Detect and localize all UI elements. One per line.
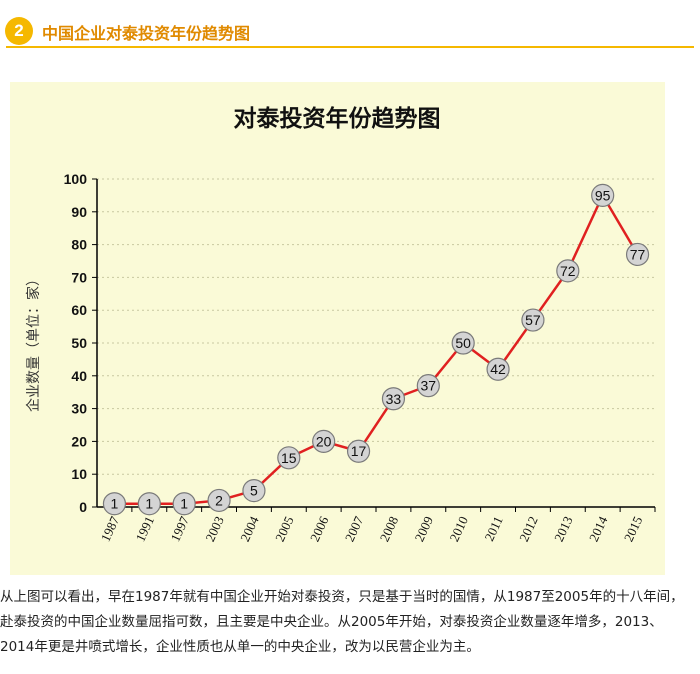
x-tick-label: 2014 [586, 513, 611, 543]
y-tick-label: 60 [71, 302, 87, 318]
data-point-marker [591, 183, 615, 207]
caption-paragraph: 从上图可以看出，早在1987年就有中国企业开始对泰投资，只是基于当时的国情，从1… [0, 589, 684, 655]
data-point-marker [207, 488, 231, 513]
data-point-marker [451, 331, 475, 355]
y-tick-labels: 0 10 20 30 40 50 60 70 80 90 100 [64, 171, 88, 515]
y-tick-label: 0 [79, 499, 87, 515]
y-axis-label: 企业数量（单位：家） [25, 272, 42, 412]
x-tick-label: 2011 [481, 514, 505, 543]
y-tick-label: 40 [71, 368, 87, 384]
data-point-marker [102, 492, 127, 516]
x-tick-label: 2003 [202, 514, 227, 544]
y-tick-label: 80 [71, 237, 87, 253]
y-tick-label: 20 [71, 433, 87, 449]
data-label: 1 [145, 496, 153, 512]
y-tick-label: 100 [64, 171, 88, 187]
x-tick-label: 1987 [98, 513, 123, 543]
x-tick-label: 2006 [307, 513, 332, 543]
data-point-marker [277, 446, 301, 470]
data-point-marker [521, 308, 545, 332]
data-point-marker [346, 439, 371, 463]
data-point-marker [172, 492, 196, 516]
y-tick-label: 10 [71, 466, 87, 482]
data-point-marker [242, 479, 266, 503]
section-header: 2 中国企业对泰投资年份趋势图 [0, 0, 700, 52]
data-point-marker [416, 374, 440, 398]
data-label: 57 [525, 312, 541, 328]
y-tick-label: 90 [71, 204, 87, 220]
axes [92, 178, 656, 512]
chart-title: 对泰投资年份趋势图 [234, 105, 441, 132]
data-label: 37 [421, 378, 437, 394]
x-tick-label: 2004 [237, 513, 262, 543]
data-point-marker [137, 492, 161, 516]
data-label: 5 [250, 483, 258, 499]
data-point-marker [625, 242, 650, 267]
series-line [114, 194, 639, 505]
data-label: 17 [351, 443, 367, 459]
data-label: 2 [215, 492, 223, 508]
data-label: 1 [111, 496, 119, 512]
data-point-marker [486, 357, 510, 381]
data-label: 42 [490, 361, 506, 377]
data-label: 20 [316, 433, 332, 449]
data-label: 72 [560, 263, 576, 279]
data-point-marker [556, 259, 580, 283]
x-tick-labels: 1987 1991 1997 2003 2004 2005 2006 2007 2008 2009… [98, 513, 646, 543]
x-tick-label: 2010 [446, 514, 471, 544]
section-number-badge: 2 [5, 17, 33, 45]
data-point-marker [381, 387, 406, 411]
x-tick-label: 2008 [377, 514, 402, 544]
x-tick-label: 2005 [272, 514, 297, 544]
x-tick-label: 2013 [551, 514, 576, 544]
data-label: 77 [630, 246, 646, 262]
data-label: 95 [595, 187, 611, 203]
x-tick-label: 2012 [516, 514, 541, 544]
x-tick-label: 1997 [167, 513, 192, 543]
y-tick-label: 30 [71, 401, 87, 417]
chart-panel [10, 82, 665, 575]
header-divider [6, 46, 694, 48]
data-label: 50 [455, 335, 471, 351]
data-label: 1 [180, 496, 188, 512]
data-point-marker [312, 429, 336, 453]
trend-line [114, 194, 639, 505]
x-tick-label: 2015 [621, 514, 646, 544]
data-label: 15 [281, 450, 297, 466]
data-points: 1 1 1 2 5 15 20 17 33 37 50 42 57 72 95 77 [102, 183, 650, 516]
gridlines [97, 178, 655, 475]
y-tick-label: 70 [71, 269, 87, 285]
x-tick-label: 2009 [411, 514, 436, 544]
data-label: 33 [386, 391, 402, 407]
y-tick-label: 50 [71, 335, 87, 351]
section-title: 中国企业对泰投资年份趋势图 [42, 24, 251, 43]
x-tick-label: 2007 [342, 513, 367, 543]
x-tick-label: 1991 [132, 514, 157, 544]
